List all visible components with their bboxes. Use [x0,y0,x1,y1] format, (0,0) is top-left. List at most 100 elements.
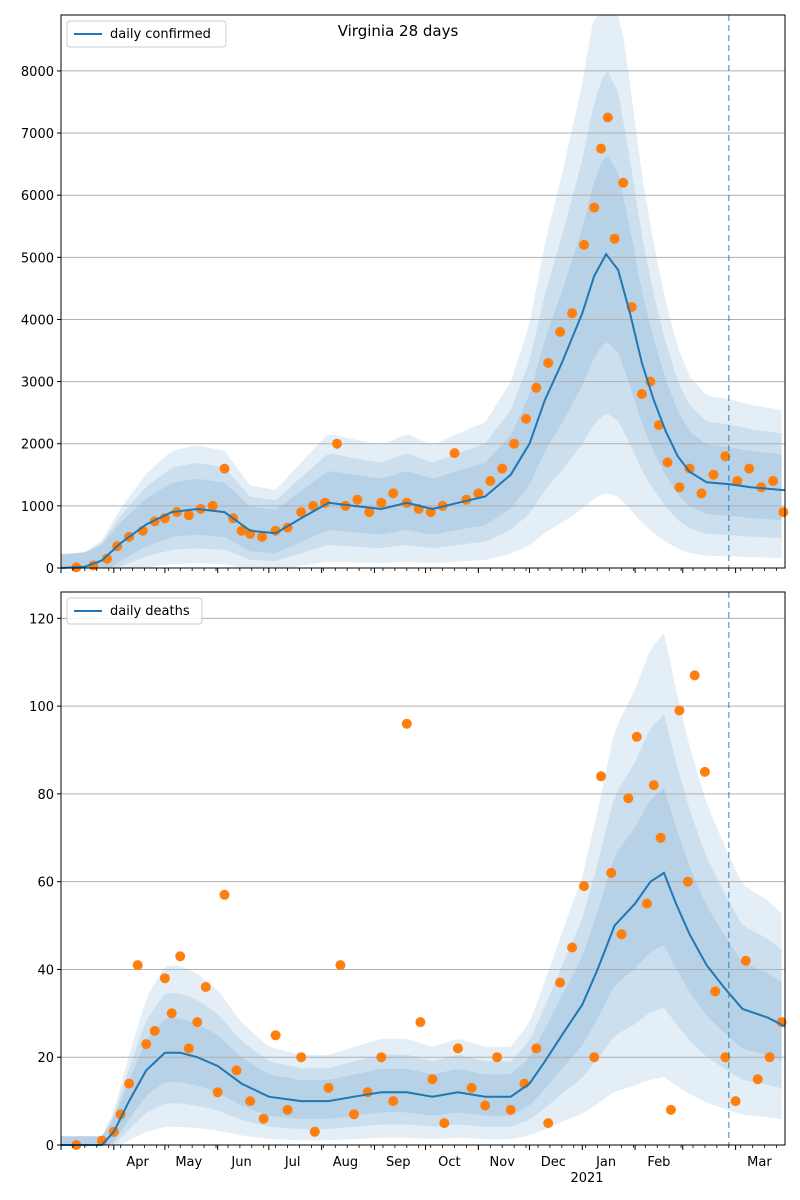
observed-point [449,448,460,459]
observed-point [132,960,143,971]
uncertainty-band-1 [61,714,782,1145]
observed-point [219,463,230,474]
deaths-panel: 0 20 40 60 80 100 120 Apr May Jun Jul Aug Sep Oct Nov… [29,591,787,1186]
observed-point [589,202,600,213]
observed-point [699,766,710,777]
observed-point [521,413,532,424]
x-tick-label: Feb [647,1155,670,1170]
observed-point [764,1052,775,1063]
observed-point [618,177,629,188]
chart-title: Virginia 28 days [338,22,459,40]
uncertainty-band-2 [61,787,782,1145]
observed-point [466,1082,477,1093]
observed-point [655,832,666,843]
observed-point [452,1043,463,1054]
uncertainty-band-0 [61,632,782,1145]
observed-point [192,1017,203,1028]
observed-point [282,1104,293,1115]
observed-point [567,308,578,319]
x-tick-label: Jan [595,1155,616,1170]
observed-point [740,955,751,966]
observed-point [720,451,731,462]
observed-point [768,476,779,486]
y-tick-label: 0 [46,1139,54,1154]
legend-label-deaths: daily deaths [110,604,190,619]
observed-point [752,1074,763,1085]
observed-point [439,1118,450,1129]
observed-point [662,457,673,468]
observed-point [309,1126,320,1137]
model-line-path [60,252,786,569]
observed-point [531,1043,542,1054]
deaths-x-ticks: Apr May Jun Jul Aug Sep Oct Nov Dec Jan Feb Mar [60,1145,777,1170]
x-tick-label: Nov [490,1155,516,1170]
observed-point [219,889,230,900]
observed-point [776,1017,787,1028]
observed-point [270,1030,281,1041]
observed-point [296,507,307,518]
observed-point [609,233,620,244]
y-tick-label: 40 [37,963,54,978]
deaths-axes-frame [60,591,786,1146]
observed-point [376,1052,387,1063]
observed-point [642,898,652,909]
observed-point [166,1008,177,1019]
confirmed-model-line [60,252,786,569]
y-tick-label: 5000 [21,251,54,266]
y-tick-label: 80 [37,788,54,803]
confirmed-legend: daily confirmed [66,20,227,48]
y-tick-label: 3000 [21,376,54,391]
observed-point [332,438,342,449]
y-tick-label: 60 [37,876,54,891]
observed-point [579,881,589,892]
x-tick-label: Sep [386,1155,411,1170]
observed-point [473,488,484,499]
y-tick-label: 7000 [21,127,54,142]
observed-point [183,510,194,521]
uncertainty-band-2 [61,155,782,568]
observed-point [401,718,412,729]
observed-point [492,1052,503,1063]
observed-point [596,771,606,782]
observed-point [684,463,695,474]
y-tick-label: 1000 [21,500,54,515]
observed-point [124,1078,135,1089]
confirmed-panel: 0 1000 2000 3000 4000 5000 6000 7000 8000 Virgin… [21,14,789,577]
observed-point [323,1082,334,1093]
observed-point [505,1104,516,1115]
observed-point [674,705,685,716]
observed-point [257,531,267,542]
y-tick-label: 120 [29,612,54,627]
observed-point [349,1109,359,1120]
deaths-legend: daily deaths [66,597,203,625]
confirmed-x-ticks [60,568,777,573]
x-tick-label: Mar [747,1155,772,1170]
observed-point [555,326,566,337]
deaths-model-line [61,871,786,1146]
observed-point [636,389,647,399]
observed-point [141,1039,152,1050]
observed-point [579,239,589,250]
x-tick-label: Jun [230,1155,251,1170]
x-tick-label: Oct [438,1155,460,1170]
observed-point [555,977,566,988]
observed-point [730,1096,741,1107]
deaths-uncertainty-bands [61,632,782,1145]
observed-point [231,1065,242,1076]
observed-point [352,494,363,505]
observed-point [364,507,375,518]
x-tick-label: Aug [333,1155,358,1170]
y-tick-label: 100 [29,700,54,715]
y-tick-label: 6000 [21,189,54,204]
observed-point [296,1052,307,1063]
observed-point [665,1104,676,1115]
observed-point [648,780,659,791]
y-tick-label: 2000 [21,438,54,453]
observed-point [236,525,247,536]
observed-point [102,553,112,564]
observed-point [427,1074,438,1085]
x-tick-label: Dec [541,1155,566,1170]
observed-point [258,1113,269,1124]
confirmed-axes-frame [60,14,786,569]
